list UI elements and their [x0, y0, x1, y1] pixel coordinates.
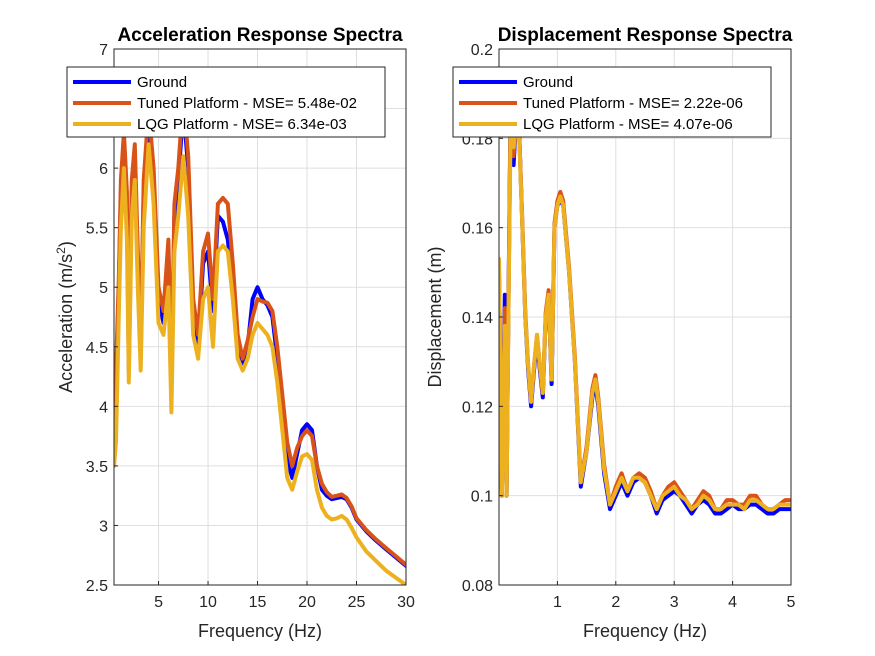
accel-legend-label-ground: Ground	[137, 74, 187, 91]
accel-y-tick-label: 5.5	[86, 221, 108, 238]
accel-x-tick-label: 5	[154, 594, 163, 611]
disp-series-line-lqg	[499, 114, 791, 512]
disp-y-tick-label: 0.16	[462, 221, 493, 238]
accel-y-tick-label: 3.5	[86, 459, 108, 476]
accel-x-tick-label: 20	[298, 594, 316, 611]
accel-chart-title: Acceleration Response Spectra	[117, 25, 403, 46]
disp-y-tick-label: 0.1	[471, 489, 493, 506]
accel-x-tick-label: 25	[348, 594, 366, 611]
disp-legend-label-ground: Ground	[523, 74, 573, 91]
disp-x-tick-label: 4	[728, 594, 737, 611]
disp-legend-label-tuned: Tuned Platform - MSE= 2.22e-06	[523, 95, 743, 112]
accel-series-line-lqg	[114, 142, 406, 585]
accel-series-lines	[114, 94, 406, 585]
accel-axes-box	[113, 48, 407, 586]
accel-y-tick-label: 5	[99, 280, 108, 297]
accel-y-tick-label: 7	[99, 42, 108, 59]
accel-x-tick-label: 30	[397, 594, 415, 611]
displacement-chart-panel: 1 2 3 4 50.080.10.120.140.160.180.2Displacem…	[425, 25, 796, 641]
accel-y-tick-label: 4	[99, 399, 108, 416]
disp-series-lines	[499, 91, 791, 516]
disp-x-tick-label: 5	[787, 594, 796, 611]
accel-legend-label-lqg: LQG Platform - MSE= 6.34e-03	[137, 116, 347, 133]
disp-y-tick-label: 0.2	[471, 42, 493, 59]
accel-legend: Ground Tuned Platform - MSE= 5.48e-02 LQG …	[66, 66, 386, 138]
disp-chart-title: Displacement Response Spectra	[498, 25, 793, 46]
disp-x-tick-label: 2	[611, 594, 620, 611]
disp-x-axis-label: Frequency (Hz)	[583, 621, 707, 641]
disp-y-axis-label: Displacement (m)	[425, 246, 445, 387]
accel-legend-label-tuned: Tuned Platform - MSE= 5.48e-02	[137, 95, 357, 112]
disp-legend: Ground Tuned Platform - MSE= 2.22e-06 LQG …	[452, 66, 772, 138]
disp-y-tick-label: 0.12	[462, 399, 493, 416]
accel-y-axis-label: Acceleration (m/s2)	[54, 241, 76, 393]
accel-x-tick-label: 15	[249, 594, 267, 611]
accel-y-tick-label: 4.5	[86, 340, 108, 357]
accel-y-tick-label: 6	[99, 161, 108, 178]
disp-x-tick-label: 1	[553, 594, 562, 611]
disp-y-tick-label: 0.08	[462, 578, 493, 595]
accel-y-tick-label: 2.5	[86, 578, 108, 595]
accel-x-axis-label: Frequency (Hz)	[198, 621, 322, 641]
disp-x-tick-label: 3	[670, 594, 679, 611]
disp-y-tick-label: 0.14	[462, 310, 493, 327]
disp-legend-label-lqg: LQG Platform - MSE= 4.07e-06	[523, 116, 733, 133]
acceleration-chart-panel: 510152025302.533.544.555.566.57Accelerat…	[54, 25, 415, 641]
accel-y-tick-label: 3	[99, 518, 108, 535]
accel-x-tick-label: 10	[199, 594, 217, 611]
